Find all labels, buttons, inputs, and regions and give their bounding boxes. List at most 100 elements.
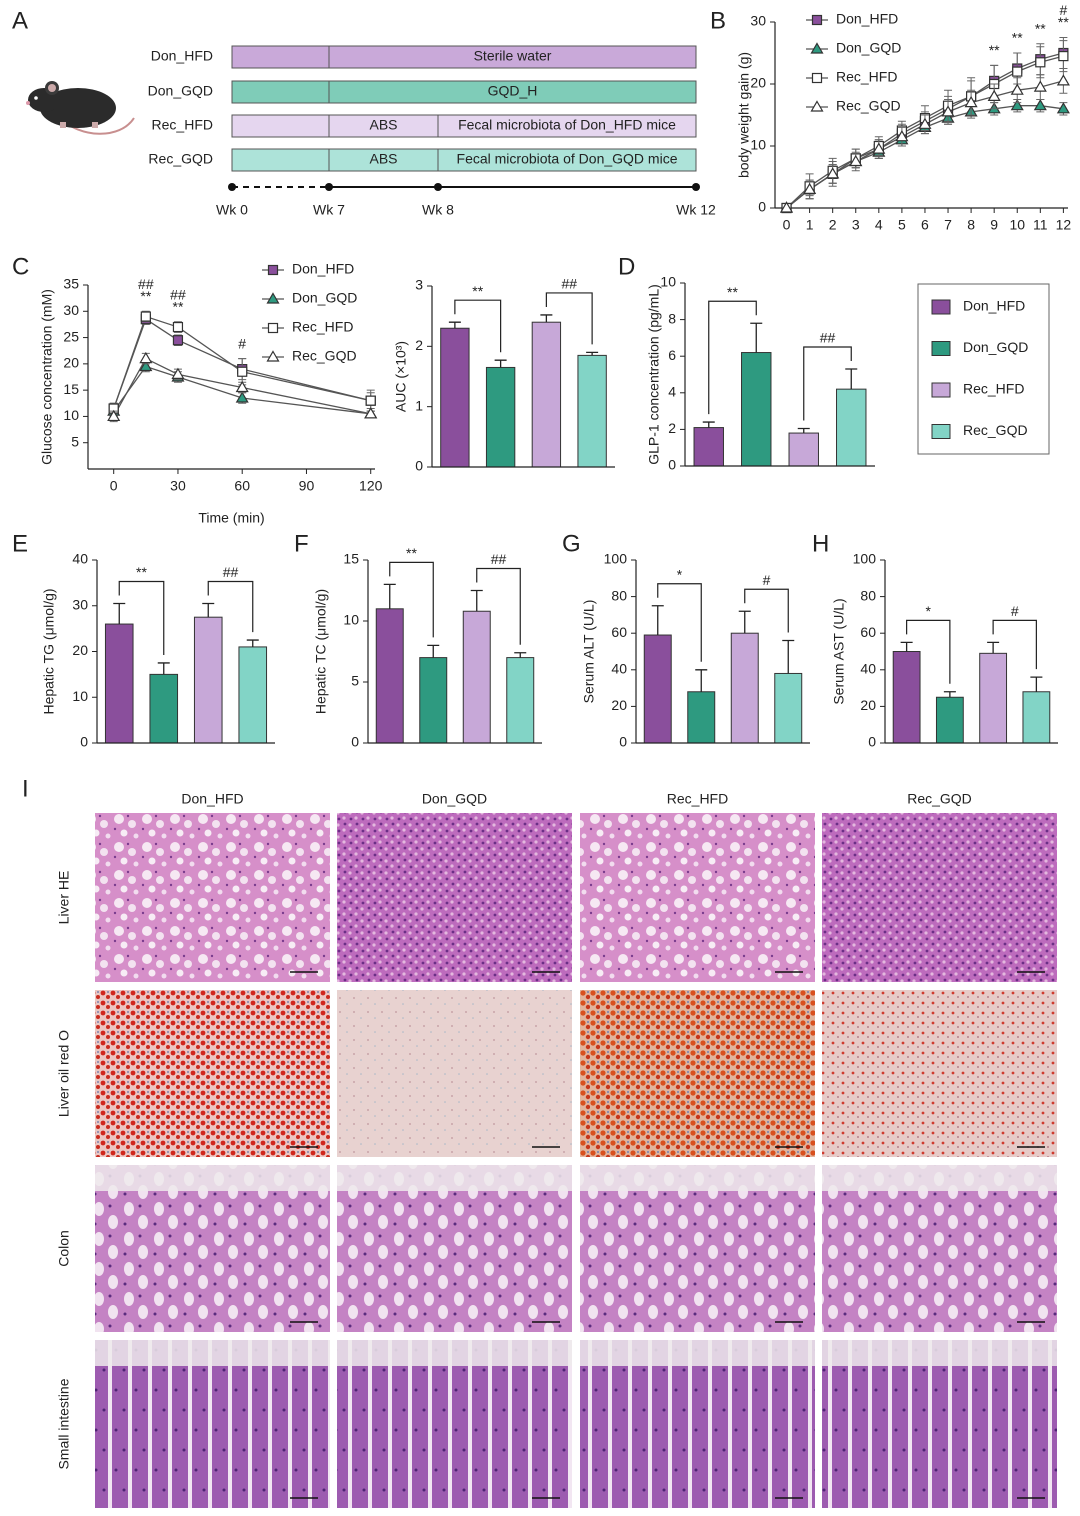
error-bar <box>651 605 664 636</box>
panel-label: B <box>710 7 726 34</box>
histology-image <box>580 1340 815 1508</box>
error-bar <box>797 427 810 434</box>
y-tick-label: 40 <box>611 661 627 677</box>
error-bar <box>943 691 956 698</box>
tissue-background <box>822 1340 1057 1366</box>
bar <box>1022 691 1051 744</box>
y-tick-label: 20 <box>860 697 876 713</box>
marker <box>237 366 248 377</box>
timeline-dot <box>228 183 236 191</box>
error-bar <box>427 644 440 658</box>
bar <box>506 657 535 744</box>
bar <box>104 623 134 744</box>
tissue-background <box>580 1340 815 1366</box>
histology-image <box>337 1340 572 1508</box>
significance-bracket <box>657 583 702 662</box>
marker <box>849 154 863 167</box>
y-tick-label: 15 <box>343 551 359 567</box>
error-bar <box>1030 676 1043 692</box>
y-tick-label: 10 <box>750 137 766 153</box>
tissue-background <box>580 1165 815 1191</box>
x-tick-label: 11 <box>1033 217 1048 233</box>
group-label: Rec_GQD <box>148 151 213 167</box>
series-line <box>786 80 1064 209</box>
significance-label: ** <box>136 564 147 580</box>
marker <box>1058 50 1069 62</box>
bar <box>935 696 964 744</box>
legend-marker <box>267 322 279 334</box>
error-bar <box>750 322 763 353</box>
tissue-background <box>337 1340 572 1366</box>
histology-image <box>95 1165 330 1332</box>
histology-image <box>822 990 1057 1157</box>
histology-image <box>95 1340 330 1508</box>
error-bar <box>738 610 751 634</box>
y-tick-label: 15 <box>63 381 79 397</box>
significance-label: ## <box>223 564 239 580</box>
timeline-dot <box>692 183 700 191</box>
significance-label: ## <box>170 287 186 303</box>
y-tick-label: 2 <box>415 337 423 353</box>
legend-label: Don_HFD <box>963 298 1025 314</box>
marker <box>1056 74 1070 86</box>
treatment-bar <box>231 148 697 172</box>
x-tick-label: 5 <box>898 217 906 233</box>
bar <box>440 327 470 468</box>
legend-label: Rec_GQD <box>836 98 901 114</box>
significance-bracket <box>545 292 593 345</box>
marker <box>918 117 932 129</box>
histology-image <box>822 1340 1057 1508</box>
significance-label: ** <box>173 299 184 315</box>
x-tick-label: 120 <box>359 478 383 494</box>
bar <box>462 610 491 744</box>
bar <box>375 608 404 744</box>
significance-label: ** <box>1012 30 1023 46</box>
histology-image <box>95 813 330 982</box>
row-label: Liver HE <box>56 871 72 925</box>
panel-label: F <box>294 530 309 557</box>
y-tick-label: 0 <box>351 734 359 750</box>
significance-label: ** <box>989 42 1000 58</box>
bar <box>531 321 562 468</box>
y-tick-label: 40 <box>860 661 876 677</box>
y-axis-label: Serum AST (U/L) <box>831 598 847 704</box>
y-tick-label: 20 <box>72 642 88 658</box>
y-tick-label: 100 <box>853 551 877 567</box>
bar <box>485 366 516 468</box>
legend-marker <box>267 264 279 276</box>
week-label: Wk 0 <box>216 202 248 218</box>
bar <box>730 632 759 744</box>
error-bar <box>470 589 483 612</box>
bar <box>577 354 607 468</box>
significance-bracket <box>803 346 852 421</box>
y-tick-label: 60 <box>611 624 627 640</box>
error-bar <box>383 583 396 609</box>
x-tick-label: 6 <box>921 217 929 233</box>
histology-image <box>95 990 330 1157</box>
y-tick-label: 80 <box>860 587 876 603</box>
marker <box>365 395 376 406</box>
histology-image <box>580 1165 815 1332</box>
segment-label: ABS <box>369 151 397 167</box>
marker <box>1035 57 1046 68</box>
y-tick-label: 0 <box>868 734 876 750</box>
panel-label: G <box>562 530 581 557</box>
significance-bracket <box>744 588 789 633</box>
segment-label: Sterile water <box>474 48 552 64</box>
histology-image <box>580 990 815 1157</box>
legend-label: Rec_HFD <box>292 319 353 335</box>
panel-label: H <box>812 530 829 557</box>
marker <box>1056 102 1070 114</box>
y-tick-label: 0 <box>80 734 88 750</box>
marker <box>235 391 249 403</box>
histology-image <box>822 1165 1057 1332</box>
significance-label: # <box>238 335 246 351</box>
legend-marker <box>811 14 823 26</box>
marker <box>1010 83 1024 95</box>
panel-label: I <box>22 775 29 802</box>
bar <box>892 651 921 744</box>
significance-label: ** <box>406 545 417 561</box>
y-tick-label: 1 <box>415 397 423 413</box>
segment-label: GQD_H <box>488 83 538 99</box>
